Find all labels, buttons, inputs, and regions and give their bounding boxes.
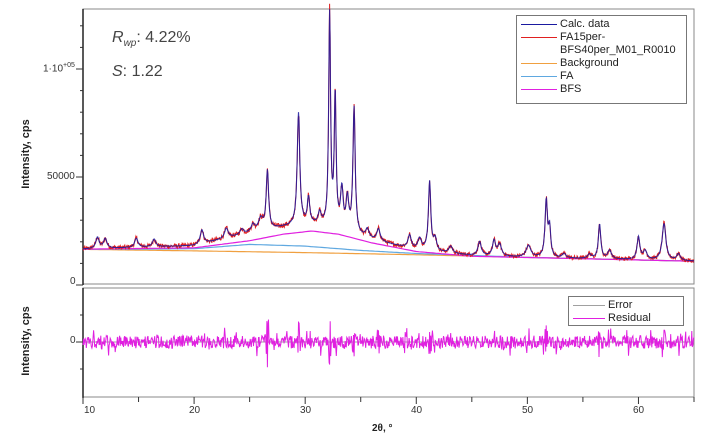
rwp-value: : 4.22% bbox=[136, 29, 191, 46]
bottom-legend: Error Residual bbox=[568, 296, 684, 326]
legend-item-fa: FA bbox=[521, 70, 682, 83]
x-tick-label-20: 20 bbox=[189, 405, 201, 416]
legend-swatch-bfs bbox=[521, 89, 557, 90]
residual-curve bbox=[82, 319, 695, 368]
x-axis-ticks bbox=[82, 397, 695, 404]
observed-data-curve bbox=[82, 3, 695, 264]
legend-label: Calc. data bbox=[560, 18, 610, 30]
legend-item-bfs: BFS bbox=[521, 83, 682, 96]
y-tick-mantissa: 1·10 bbox=[43, 63, 64, 75]
x-tick-label-60: 60 bbox=[633, 405, 645, 416]
y-tick-label-100000: 1·10+05 bbox=[43, 62, 75, 74]
legend-swatch-observed bbox=[521, 37, 557, 38]
rwp-symbol: R bbox=[112, 29, 124, 46]
top-legend: Calc. data FA15per- BFS40per_M01_R0010 B… bbox=[516, 15, 687, 104]
legend-item-observed: FA15per- BFS40per_M01_R0010 bbox=[521, 31, 682, 57]
legend-swatch-fa bbox=[521, 76, 557, 77]
legend-item-background: Background bbox=[521, 57, 682, 70]
top-y-ticks bbox=[76, 25, 83, 286]
legend-item-error: Error bbox=[573, 299, 679, 312]
legend-swatch-error bbox=[573, 305, 605, 306]
legend-label: Background bbox=[560, 57, 619, 69]
x-tick-label-30: 30 bbox=[300, 405, 312, 416]
legend-label: Error bbox=[608, 299, 633, 311]
s-symbol: S bbox=[112, 63, 123, 80]
bottom-series-group bbox=[82, 319, 695, 368]
legend-swatch-calc bbox=[521, 24, 557, 25]
y-tick-label-50000: 50000 bbox=[47, 171, 75, 182]
residual-y-tick-label-0: 0 bbox=[70, 335, 76, 346]
rwp-annotation: Rwp: 4.22% bbox=[112, 29, 191, 49]
x-tick-label-10: 10 bbox=[84, 405, 96, 416]
legend-item-calc-data: Calc. data bbox=[521, 18, 682, 31]
legend-label: BFS bbox=[560, 83, 582, 95]
top-series-group bbox=[82, 3, 695, 264]
bfs-curve bbox=[83, 230, 694, 262]
y-tick-exponent: +05 bbox=[63, 62, 75, 69]
bottom-y-axis-label: Intensity, cps bbox=[20, 306, 32, 376]
legend-label: FA15per- BFS40per_M01_R0010 bbox=[560, 31, 676, 56]
x-tick-label-40: 40 bbox=[411, 405, 423, 416]
legend-label: FA bbox=[560, 70, 574, 82]
rwp-subscript: wp bbox=[123, 38, 137, 50]
x-axis-label: 2θ, ° bbox=[372, 423, 393, 434]
legend-label: Residual bbox=[608, 312, 651, 324]
top-y-axis-label: Intensity, cps bbox=[20, 119, 32, 189]
legend-swatch-residual bbox=[573, 318, 605, 319]
calc-data-curve bbox=[83, 9, 694, 262]
s-value: : 1.22 bbox=[122, 63, 163, 80]
legend-item-residual: Residual bbox=[573, 312, 679, 325]
s-annotation: S: 1.22 bbox=[112, 63, 163, 81]
x-tick-label-50: 50 bbox=[522, 405, 534, 416]
bottom-y-ticks bbox=[76, 314, 83, 370]
legend-swatch-background bbox=[521, 63, 557, 64]
y-tick-label-0: 0 bbox=[70, 276, 76, 287]
